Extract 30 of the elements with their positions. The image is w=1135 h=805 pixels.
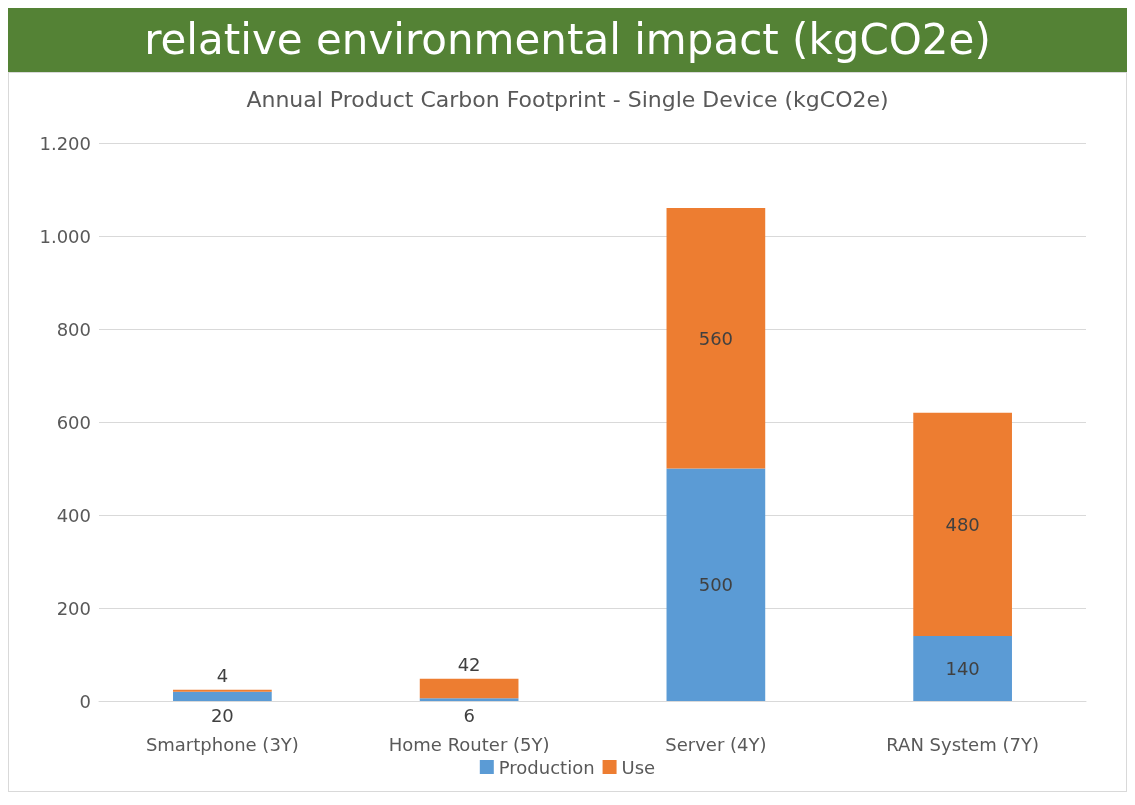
y-tick-label: 800: [56, 318, 91, 340]
data-label: 42: [457, 654, 481, 676]
y-tick-label: 1.200: [39, 132, 91, 154]
x-tick-label: Smartphone (3Y): [145, 733, 299, 755]
y-tick-label: 0: [79, 690, 91, 712]
bar: [666, 208, 766, 469]
chart-title: relative environmental impact (kgCO2e): [8, 8, 1127, 72]
bar: [913, 635, 1012, 701]
data-label: 560: [698, 327, 734, 349]
data-label: 4: [216, 665, 229, 687]
data-label: 20: [210, 704, 234, 726]
legend-label: Production: [498, 756, 595, 778]
y-tick-label: 1.000: [39, 225, 91, 247]
bar: [419, 698, 519, 701]
x-tick-label: Home Router (5Y): [388, 733, 550, 755]
data-label: 6: [463, 704, 475, 726]
legend-label: Use: [621, 756, 656, 778]
x-tick-label: Server (4Y): [665, 733, 767, 755]
x-tick-label: RAN System (7Y): [886, 733, 1039, 755]
y-tick-label: 200: [56, 597, 91, 619]
data-label: 480: [945, 513, 980, 535]
data-label: 140: [945, 657, 980, 679]
y-tick-label: 400: [56, 504, 91, 526]
bar: [173, 691, 272, 701]
chart-subtitle: Annual Product Carbon Footprint - Single Device (kgCO2e): [246, 86, 889, 112]
data-label: 500: [698, 574, 734, 596]
bar: [913, 412, 1012, 636]
bar: [666, 468, 766, 701]
y-tick-label: 600: [56, 411, 91, 433]
bar: [419, 678, 519, 699]
